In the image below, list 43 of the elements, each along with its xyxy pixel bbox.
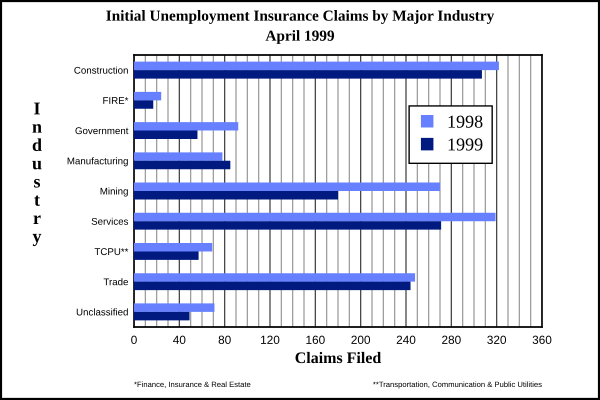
x-tick-label: 200: [351, 336, 370, 344]
bar: [134, 191, 338, 200]
bar: [134, 212, 496, 222]
x-tick-label: 160: [306, 336, 325, 344]
bar: [134, 303, 214, 312]
x-tick-label: 320: [487, 336, 506, 344]
chart-title: Initial Unemployment Insurance Claims by Major Industry: [106, 10, 494, 24]
bar: [134, 70, 482, 79]
x-tick-label: 120: [261, 336, 280, 344]
bar: [134, 312, 190, 320]
x-axis-title: Claims Filed: [296, 352, 382, 364]
x-tick-label: 80: [218, 336, 231, 344]
x-tick-label: 280: [442, 336, 461, 344]
x-tick-label: 360: [532, 336, 552, 344]
y-tick-label: Unclassified: [76, 308, 128, 316]
legend-label: 1998: [448, 116, 482, 128]
legend-label: 1999: [448, 138, 482, 151]
x-tick-label: 0: [131, 336, 137, 344]
y-tick-label: Construction: [74, 66, 128, 74]
bar: [134, 100, 154, 109]
y-tick-label: Mining: [100, 187, 128, 197]
x-tick-label: 40: [173, 336, 186, 344]
y-tick-label: Manufacturing: [68, 157, 128, 166]
bar: [134, 282, 411, 290]
y-tick-label: Trade: [104, 278, 128, 286]
y-tick-label: TCPU**: [94, 248, 128, 256]
bar: [134, 160, 230, 170]
y-tick-label: Government: [75, 127, 128, 134]
bar: [134, 251, 199, 260]
bar: [134, 273, 416, 282]
y-tick-label: FIRE*: [103, 97, 128, 104]
x-tick-label: 240: [396, 336, 416, 344]
bar: [134, 92, 162, 100]
bar: [134, 152, 222, 161]
bar: [134, 182, 440, 191]
y-tick-label: Services: [92, 218, 128, 225]
bar: [134, 130, 198, 140]
bar: [134, 62, 499, 70]
y-axis-title: Industry: [32, 102, 42, 246]
bar: [134, 221, 442, 230]
bar: [134, 122, 238, 131]
bar: [134, 242, 212, 252]
chart-subtitle: April 1999: [266, 30, 334, 44]
